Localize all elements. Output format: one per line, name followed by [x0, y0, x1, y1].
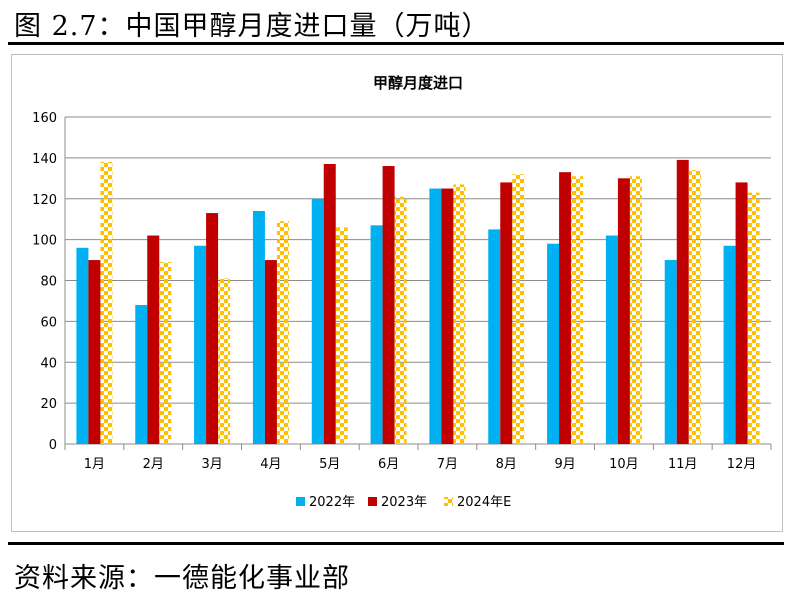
bar-2024年E-11月	[688, 170, 701, 444]
y-tick-label: 160	[32, 111, 57, 126]
bar-2024年E-7月	[453, 184, 466, 444]
bar-2023年-10月	[617, 178, 630, 444]
bar-2023年-8月	[500, 182, 513, 444]
y-tick-label: 40	[40, 356, 57, 371]
x-tick-label: 5月	[319, 457, 340, 472]
bar-2024年E-4月	[276, 221, 289, 444]
bar-2024年E-2月	[159, 262, 172, 444]
bottom-rule	[8, 542, 784, 545]
top-rule	[8, 42, 784, 45]
y-tick-label: 0	[49, 438, 57, 453]
figure-title: 图 2.7：中国甲醇月度进口量（万吨）	[14, 11, 490, 42]
bar-2022年-9月	[547, 243, 560, 444]
legend-label-2022年: 2022年	[309, 495, 355, 510]
x-tick-label: 12月	[727, 457, 757, 472]
legend-swatch-2022年	[296, 497, 305, 506]
x-tick-label: 6月	[378, 457, 399, 472]
bar-2024年E-3月	[218, 278, 231, 444]
y-tick-label: 140	[32, 152, 57, 167]
bar-2023年-2月	[147, 235, 160, 444]
bar-2024年E-12月	[747, 192, 760, 444]
bar-2024年E-5月	[335, 227, 348, 444]
x-tick-label: 11月	[668, 457, 698, 472]
legend-swatch-2023年	[368, 497, 377, 506]
bar-2023年-6月	[382, 166, 395, 445]
bar-2022年-7月	[429, 188, 442, 444]
bar-2022年-12月	[723, 245, 736, 444]
bar-2022年-11月	[664, 260, 677, 444]
bar-2023年-3月	[206, 213, 219, 444]
bar-2023年-11月	[676, 159, 689, 444]
bar-2022年-10月	[605, 235, 618, 444]
legend-label-2024年E: 2024年E	[457, 495, 511, 510]
x-tick-label: 7月	[437, 457, 458, 472]
y-tick-label: 20	[40, 397, 57, 412]
x-tick-label: 1月	[84, 457, 105, 472]
bar-2024年E-1月	[100, 161, 113, 444]
chart-title: 甲醇月度进口	[373, 74, 463, 92]
y-tick-label: 100	[32, 234, 57, 249]
y-tick-label: 120	[32, 193, 57, 208]
x-tick-label: 9月	[554, 457, 575, 472]
y-tick-label: 60	[40, 315, 57, 330]
y-tick-label: 80	[40, 275, 57, 290]
source-note: 资料来源：一德能化事业部	[14, 563, 350, 594]
bar-2023年-1月	[88, 260, 101, 444]
x-tick-label: 2月	[143, 457, 164, 472]
bar-2022年-8月	[488, 229, 501, 444]
bar-2022年-4月	[252, 211, 265, 444]
bar-2024年E-6月	[394, 196, 407, 444]
bar-2023年-12月	[735, 182, 748, 444]
bar-2023年-9月	[559, 172, 572, 444]
bar-2024年E-8月	[512, 174, 525, 444]
x-tick-label: 4月	[260, 457, 281, 472]
bar-chart: 甲醇月度进口 0 20 40 60 80 100 120 140 160 1月 2月 3月 4月 5月 6月 7…	[32, 74, 772, 510]
bar-2023年-7月	[441, 188, 454, 444]
x-tick-label: 10月	[609, 457, 639, 472]
bar-2022年-2月	[135, 305, 148, 444]
legend-swatch-2024年E	[444, 497, 453, 506]
bar-2023年-5月	[323, 164, 336, 444]
legend-label-2023年: 2023年	[381, 495, 427, 510]
bar-2022年-1月	[76, 247, 89, 444]
bar-2024年E-9月	[571, 176, 584, 445]
chart-frame: 甲醇月度进口 0 20 40 60 80 100 120 140 160 1月 2月 3月 4月 5月 6月 7…	[11, 54, 783, 532]
bar-2024年E-10月	[629, 176, 642, 445]
bar-2022年-5月	[311, 198, 324, 444]
bar-2022年-6月	[370, 225, 383, 444]
x-tick-label: 3月	[201, 457, 222, 472]
bar-2022年-3月	[194, 245, 207, 444]
x-tick-label: 8月	[496, 457, 517, 472]
bar-2023年-4月	[264, 260, 277, 444]
